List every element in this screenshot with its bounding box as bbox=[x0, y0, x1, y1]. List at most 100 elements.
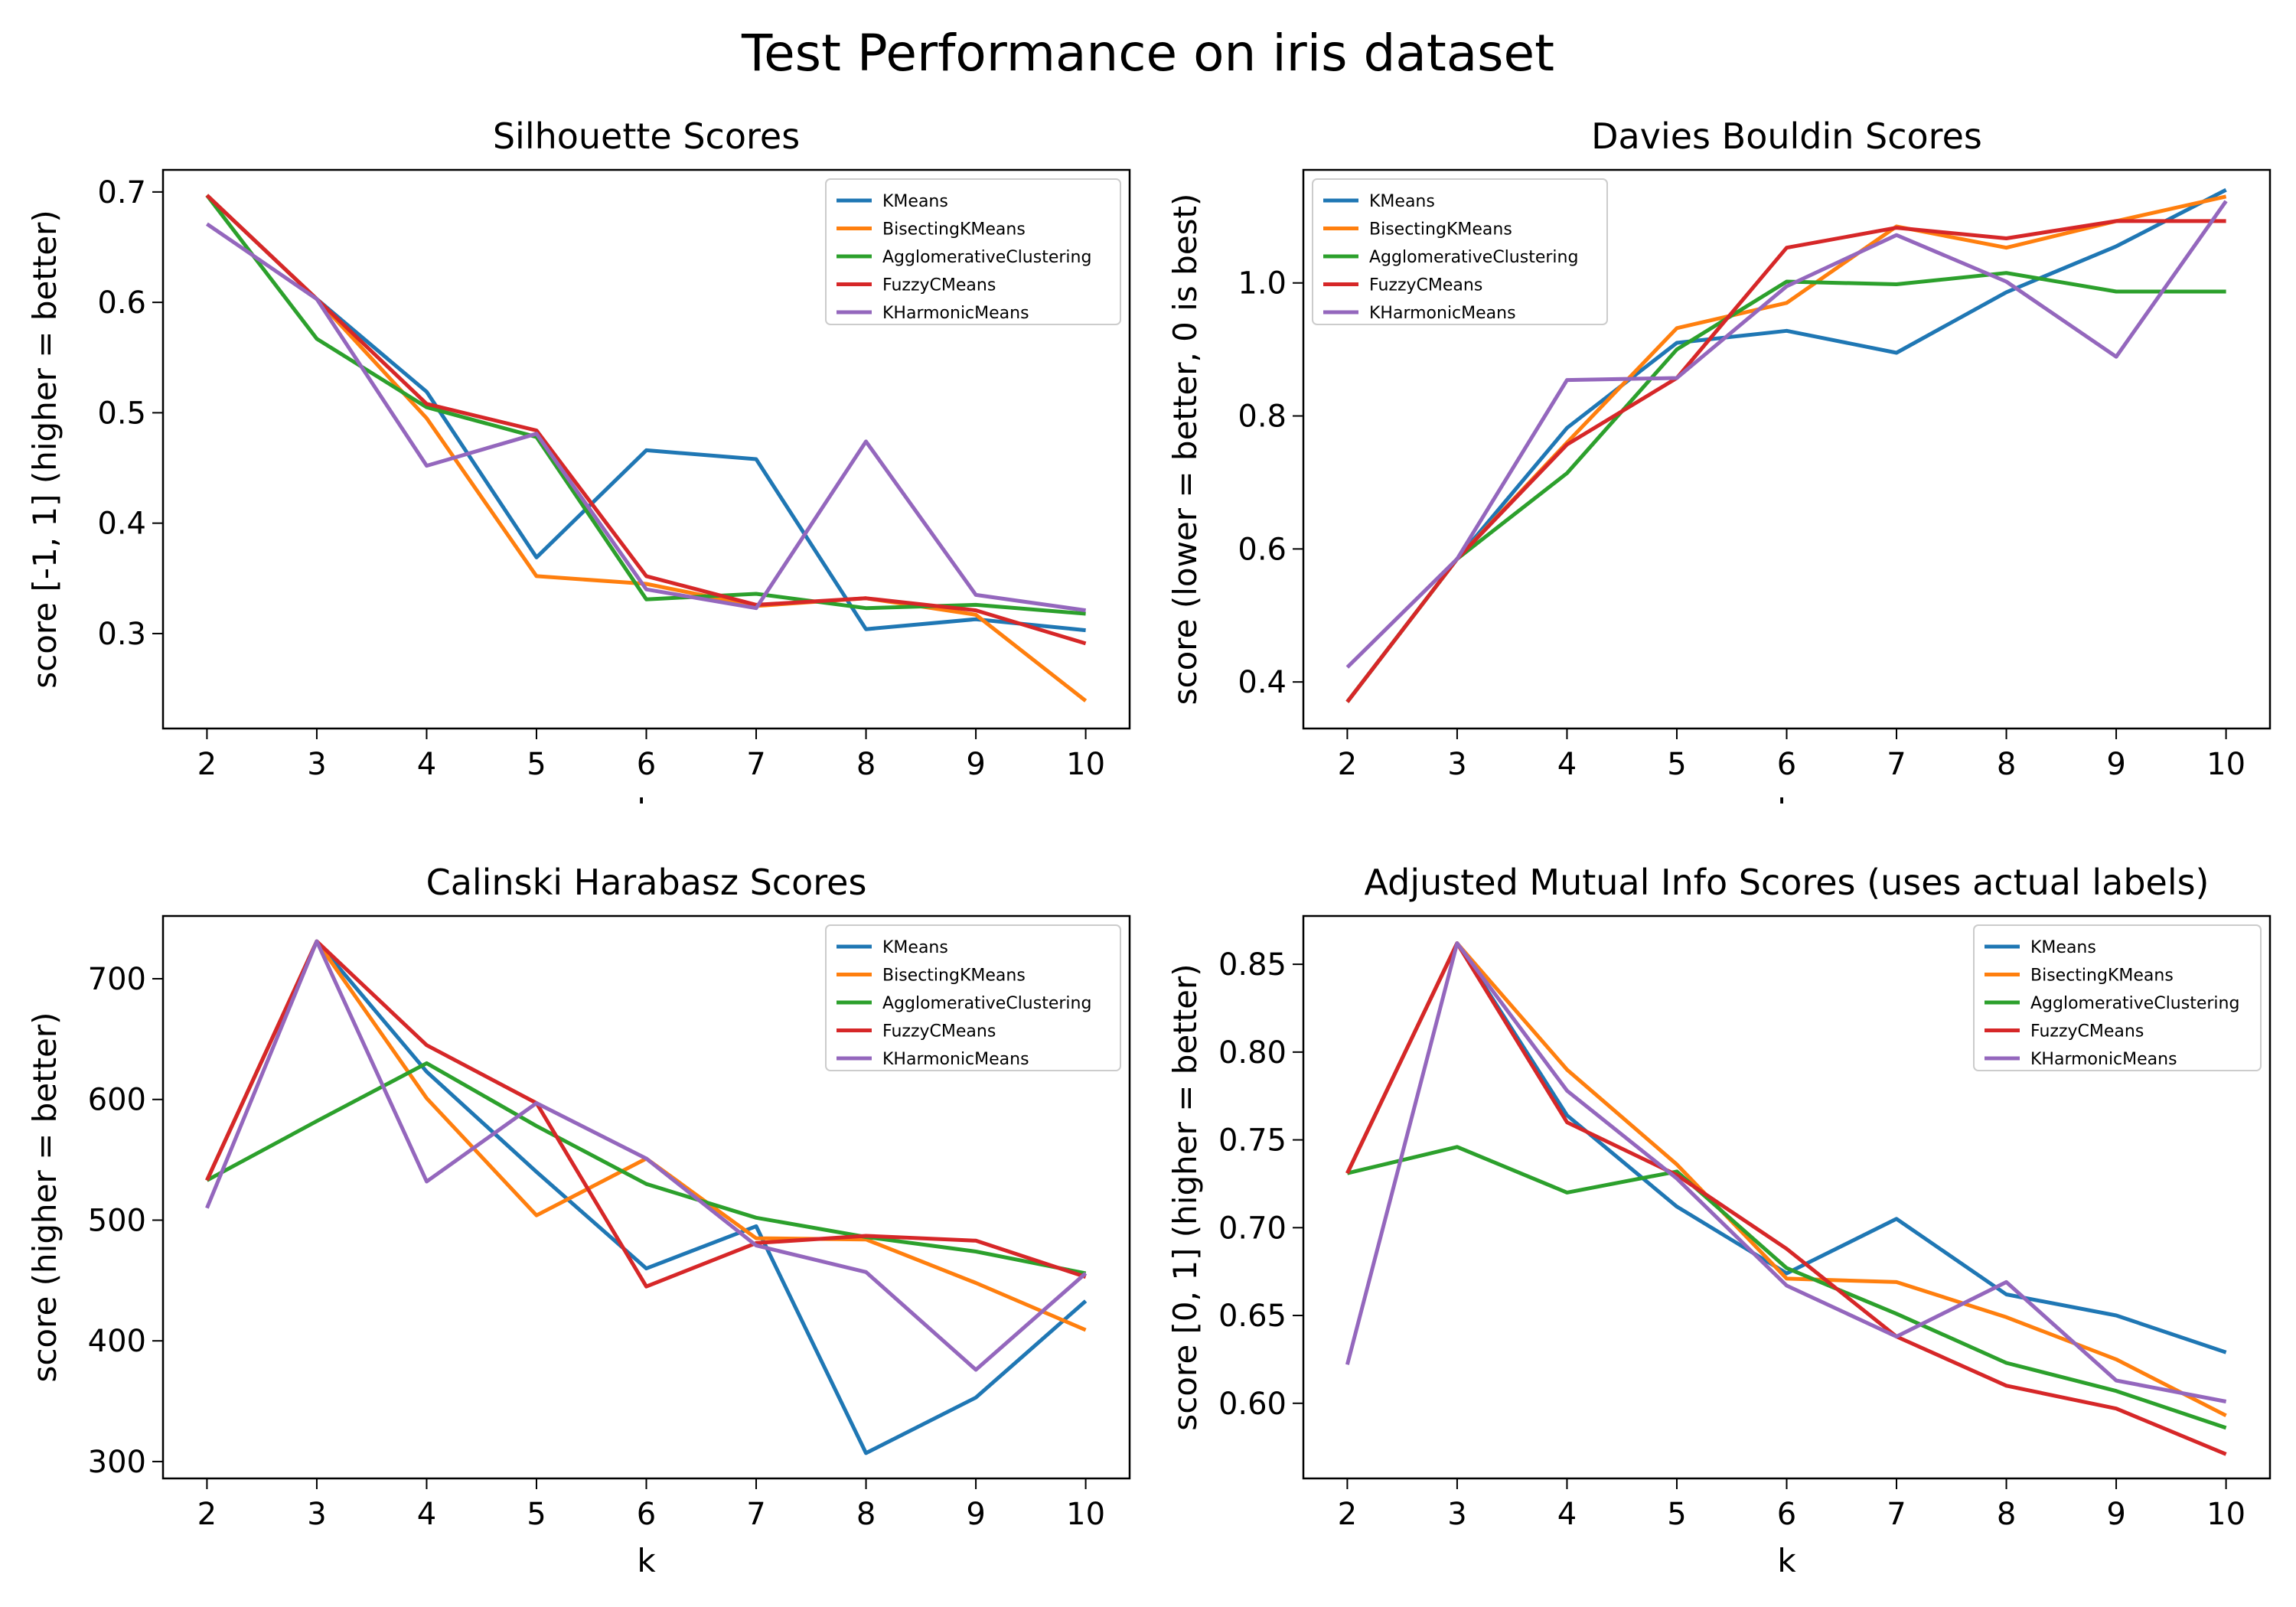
chart0-x-tick-label: 3 bbox=[307, 747, 326, 782]
chart1-legend-label-agglomerative-clustering: AgglomerativeClustering bbox=[1369, 248, 1578, 267]
chart1-legend-label-kmeans: KMeans bbox=[1369, 192, 1435, 211]
chart0-y-label: score [-1, 1] (higher = better) bbox=[26, 210, 64, 689]
chart0-series-kmeans bbox=[205, 194, 1086, 633]
chart2-y-tick-label: 400 bbox=[88, 1324, 146, 1359]
chart1-legend-label-bisecting-kmeans: BisectingKMeans bbox=[1369, 220, 1512, 240]
chart0-legend-box bbox=[825, 178, 1121, 325]
chart3-y-tick-label: 0.60 bbox=[1218, 1387, 1287, 1422]
chart0-legend-label-fuzzy-cmeans: FuzzyCMeans bbox=[882, 276, 996, 295]
chart2-legend: KMeans BisectingKMeans AgglomerativeCluste… bbox=[825, 924, 1121, 1071]
chart1-x-tick-label: 6 bbox=[1777, 747, 1796, 782]
chart1-y-tick-label: 0.8 bbox=[1238, 399, 1287, 435]
chart2-legend-label-agglomerative-clustering: AgglomerativeClustering bbox=[882, 994, 1091, 1013]
chart3-y-tick-label: 0.85 bbox=[1218, 947, 1287, 983]
chart0-legend-label-agglomerative-clustering: AgglomerativeClustering bbox=[882, 248, 1091, 267]
calinski-harabasz-scores-plot: Calinski Harabasz Scores 2 3 4 5 6 7 8 9 10 300 400… bbox=[26, 862, 1131, 1579]
chart2-x-tick-label: 3 bbox=[307, 1497, 326, 1532]
chart2-x-tick-label: 4 bbox=[417, 1497, 436, 1532]
chart1-y-label: score (lower = better, 0 is best) bbox=[1166, 194, 1204, 706]
chart1-series-fuzzy-cmeans bbox=[1345, 219, 2226, 703]
chart2-x-tick-label: 10 bbox=[1066, 1497, 1105, 1532]
chart3-y-tick-label: 0.70 bbox=[1218, 1211, 1287, 1246]
chart3-legend-label-agglomerative-clustering: AgglomerativeClustering bbox=[2030, 994, 2239, 1013]
chart0-legend-label-kharmonic-means: KHarmonicMeans bbox=[882, 304, 1029, 323]
chart0-x-tick-label: 5 bbox=[527, 747, 546, 782]
chart1-legend-label-kharmonic-means: KHarmonicMeans bbox=[1369, 304, 1516, 323]
chart0-y-tick-label: 0.5 bbox=[97, 396, 146, 431]
chart1-x-tick-label: 5 bbox=[1667, 747, 1686, 782]
chart1-series-agglomerative-clustering bbox=[1345, 271, 2226, 703]
chart1-x-tick-label: 2 bbox=[1338, 747, 1357, 782]
chart0-x-tick-label: 9 bbox=[966, 747, 985, 782]
chart1-y-tick-label: 1.0 bbox=[1238, 266, 1287, 302]
silhouette-scores-plot: Silhouette Scores 2 3 4 5 6 7 8 9 10 0.3 0.4 0.5 0.6 0… bbox=[26, 116, 1131, 804]
chart3-y-tick-label: 0.65 bbox=[1218, 1299, 1287, 1334]
chart2-x-tick-label: 2 bbox=[197, 1497, 217, 1532]
chart1-legend-label-fuzzy-cmeans: FuzzyCMeans bbox=[1369, 276, 1482, 295]
chart3-y-tick-label: 0.75 bbox=[1218, 1123, 1287, 1159]
chart1-x-tick-label: 3 bbox=[1447, 747, 1466, 782]
chart2-legend-label-kmeans: KMeans bbox=[882, 938, 948, 957]
chart0-series-bisecting-kmeans bbox=[205, 194, 1088, 702]
chart0-title: Silhouette Scores bbox=[493, 116, 800, 157]
chart2-legend-label-kharmonic-means: KHarmonicMeans bbox=[882, 1050, 1029, 1069]
chart3-x-tick-label: 7 bbox=[1887, 1497, 1906, 1532]
chart2-title: Calinski Harabasz Scores bbox=[426, 862, 867, 903]
chart0-x-tick-label: 7 bbox=[746, 747, 765, 782]
chart3-legend-label-bisecting-kmeans: BisectingKMeans bbox=[2030, 966, 2174, 986]
chart0-x-tick-label: 2 bbox=[197, 747, 217, 782]
chart2-legend-label-fuzzy-cmeans: FuzzyCMeans bbox=[882, 1022, 996, 1041]
chart1-series-kharmonic-means bbox=[1345, 200, 2228, 669]
chart3-series-fuzzy-cmeans bbox=[1345, 941, 2227, 1456]
chart1-x-tick-label: 9 bbox=[2106, 747, 2125, 782]
chart3-x-tick-label: 3 bbox=[1447, 1497, 1466, 1532]
chart2-series-kharmonic-means bbox=[205, 939, 1088, 1372]
chart1-x-tick-label: 10 bbox=[2206, 747, 2245, 782]
chart3-y-label: score [0, 1] (higher = better) bbox=[1166, 963, 1204, 1430]
chart1-legend: KMeans BisectingKMeans AgglomerativeCluste… bbox=[1312, 178, 1608, 325]
chart0-x-tick-label: 8 bbox=[856, 747, 876, 782]
chart3-x-tick-label: 10 bbox=[2206, 1497, 2245, 1532]
chart0-legend-label-kmeans: KMeans bbox=[882, 192, 948, 211]
chart2-x-label: k bbox=[637, 1542, 656, 1579]
chart2-y-tick-label: 600 bbox=[88, 1083, 146, 1118]
chart3-x-label: k bbox=[1777, 1542, 1796, 1579]
chart1-x-tick-label: 8 bbox=[1997, 747, 2016, 782]
chart1-x-label: k bbox=[1777, 792, 1796, 804]
chart2-x-tick-label: 8 bbox=[856, 1497, 876, 1532]
chart3-x-tick-label: 9 bbox=[2106, 1497, 2125, 1532]
chart3-x-tick-label: 6 bbox=[1777, 1497, 1796, 1532]
chart3-x-tick-label: 5 bbox=[1667, 1497, 1686, 1532]
chart2-x-tick-label: 7 bbox=[746, 1497, 765, 1532]
chart0-legend: KMeans BisectingKMeans AgglomerativeCluste… bbox=[825, 178, 1121, 325]
chart3-axes-frame bbox=[1302, 914, 2272, 1480]
chart2-legend-box bbox=[825, 924, 1121, 1071]
chart3-legend-box bbox=[1973, 924, 2262, 1071]
chart3-legend-label-kmeans: KMeans bbox=[2030, 938, 2096, 957]
chart0-x-label: k bbox=[637, 792, 656, 804]
chart2-x-tick-label: 6 bbox=[637, 1497, 656, 1532]
chart1-legend-box bbox=[1312, 178, 1608, 325]
chart3-x-tick-label: 8 bbox=[1997, 1497, 2016, 1532]
chart3-legend-label-fuzzy-cmeans: FuzzyCMeans bbox=[2030, 1022, 2144, 1041]
chart3-series-agglomerative-clustering bbox=[1346, 1145, 2227, 1430]
chart2-series-kmeans bbox=[205, 939, 1088, 1455]
chart1-x-tick-label: 4 bbox=[1557, 747, 1577, 782]
chart2-legend-label-bisecting-kmeans: BisectingKMeans bbox=[882, 966, 1026, 986]
chart0-legend-label-bisecting-kmeans: BisectingKMeans bbox=[882, 220, 1026, 240]
chart2-y-tick-label: 300 bbox=[88, 1445, 146, 1480]
chart3-series-kharmonic-means bbox=[1345, 941, 2227, 1403]
chart2-series-fuzzy-cmeans bbox=[205, 939, 1087, 1289]
chart3-title: Adjusted Mutual Info Scores (uses actual… bbox=[1364, 862, 2209, 903]
chart0-x-tick-label: 6 bbox=[637, 747, 656, 782]
chart0-x-tick-label: 4 bbox=[417, 747, 436, 782]
chart1-title: Davies Bouldin Scores bbox=[1591, 116, 1982, 157]
chart0-x-tick-label: 10 bbox=[1066, 747, 1105, 782]
chart0-y-tick-label: 0.3 bbox=[97, 617, 146, 652]
chart1-y-tick-label: 0.4 bbox=[1238, 665, 1287, 700]
chart3-legend: KMeans BisectingKMeans AgglomerativeCluste… bbox=[1973, 924, 2262, 1071]
chart2-y-tick-label: 500 bbox=[88, 1203, 146, 1238]
chart3-legend-label-kharmonic-means: KHarmonicMeans bbox=[2030, 1050, 2177, 1069]
chart2-x-tick-label: 5 bbox=[527, 1497, 546, 1532]
